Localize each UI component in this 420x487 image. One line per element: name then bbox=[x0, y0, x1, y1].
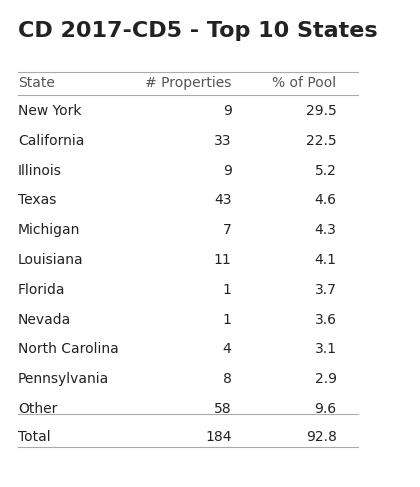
Text: Michigan: Michigan bbox=[18, 223, 80, 237]
Text: 4: 4 bbox=[223, 342, 231, 356]
Text: Other: Other bbox=[18, 402, 57, 416]
Text: 43: 43 bbox=[214, 193, 231, 207]
Text: 2.9: 2.9 bbox=[315, 372, 336, 386]
Text: 184: 184 bbox=[205, 430, 231, 444]
Text: 7: 7 bbox=[223, 223, 231, 237]
Text: Louisiana: Louisiana bbox=[18, 253, 84, 267]
Text: Pennsylvania: Pennsylvania bbox=[18, 372, 109, 386]
Text: 9: 9 bbox=[223, 104, 231, 118]
Text: 4.1: 4.1 bbox=[315, 253, 336, 267]
Text: # Properties: # Properties bbox=[145, 75, 231, 90]
Text: North Carolina: North Carolina bbox=[18, 342, 118, 356]
Text: 3.1: 3.1 bbox=[315, 342, 336, 356]
Text: New York: New York bbox=[18, 104, 81, 118]
Text: 1: 1 bbox=[223, 283, 231, 297]
Text: Total: Total bbox=[18, 430, 50, 444]
Text: 1: 1 bbox=[223, 313, 231, 327]
Text: 22.5: 22.5 bbox=[306, 134, 336, 148]
Text: Florida: Florida bbox=[18, 283, 66, 297]
Text: 4.6: 4.6 bbox=[315, 193, 336, 207]
Text: 9.6: 9.6 bbox=[315, 402, 336, 416]
Text: 5.2: 5.2 bbox=[315, 164, 336, 178]
Text: 33: 33 bbox=[214, 134, 231, 148]
Text: California: California bbox=[18, 134, 84, 148]
Text: 92.8: 92.8 bbox=[306, 430, 336, 444]
Text: 4.3: 4.3 bbox=[315, 223, 336, 237]
Text: 9: 9 bbox=[223, 164, 231, 178]
Text: CD 2017-CD5 - Top 10 States: CD 2017-CD5 - Top 10 States bbox=[18, 21, 378, 41]
Text: 3.6: 3.6 bbox=[315, 313, 336, 327]
Text: 8: 8 bbox=[223, 372, 231, 386]
Text: 11: 11 bbox=[214, 253, 231, 267]
Text: 29.5: 29.5 bbox=[306, 104, 336, 118]
Text: Texas: Texas bbox=[18, 193, 56, 207]
Text: % of Pool: % of Pool bbox=[273, 75, 336, 90]
Text: Illinois: Illinois bbox=[18, 164, 62, 178]
Text: 58: 58 bbox=[214, 402, 231, 416]
Text: State: State bbox=[18, 75, 55, 90]
Text: 3.7: 3.7 bbox=[315, 283, 336, 297]
Text: Nevada: Nevada bbox=[18, 313, 71, 327]
